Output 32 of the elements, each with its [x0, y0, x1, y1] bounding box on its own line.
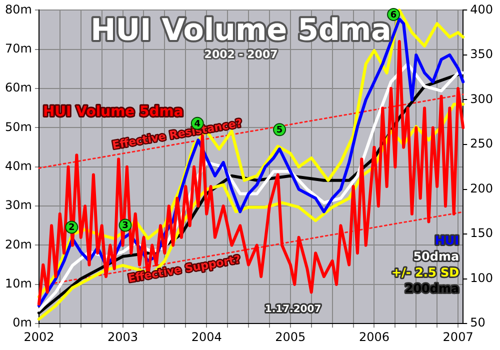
- y-tick-label: 40m: [4, 159, 32, 174]
- x-tick-label: 2007: [442, 330, 474, 344]
- y-tick-label: 70m: [4, 42, 32, 56]
- y2-tick-label: 350: [470, 47, 493, 62]
- y-tick-label: 80m: [4, 2, 32, 16]
- text: Effective Support?: [127, 252, 242, 286]
- y-tick-label: 10m: [4, 276, 32, 291]
- y-tick-label: 30m: [4, 198, 32, 212]
- text: 200dma: [404, 282, 460, 296]
- x-tick-label: 2006: [358, 330, 390, 344]
- y2-tick-label: 150: [470, 226, 493, 240]
- x-tick-label: 2004: [191, 330, 222, 344]
- annotation: 6: [390, 10, 397, 20]
- y2-tick-label: 250: [470, 136, 493, 151]
- y-tick-label: 50m: [4, 120, 32, 134]
- y2-tick-label: 300: [470, 92, 493, 106]
- y-tick-label: 20m: [4, 237, 32, 252]
- y2-tick-label: 50: [470, 316, 486, 330]
- annotation: 2: [68, 223, 75, 234]
- text: HUI: [434, 234, 460, 248]
- y2-tick-label: 400: [470, 2, 493, 16]
- x-tick-label: 2005: [275, 330, 306, 344]
- y-tick-label: 0m: [12, 316, 32, 330]
- y-tick-label: 60m: [4, 80, 32, 95]
- series-label: HUI Volume 5dma: [42, 104, 184, 120]
- x-tick-label: 2003: [108, 330, 138, 344]
- text: +/- 2.5 SD: [391, 266, 460, 280]
- annotation: 5: [276, 126, 283, 136]
- y2-tick-label: 200: [470, 181, 493, 196]
- y2-tick-label: 100: [470, 270, 493, 285]
- x-tick-label: 2002: [24, 330, 54, 344]
- annotation: 3: [122, 221, 128, 232]
